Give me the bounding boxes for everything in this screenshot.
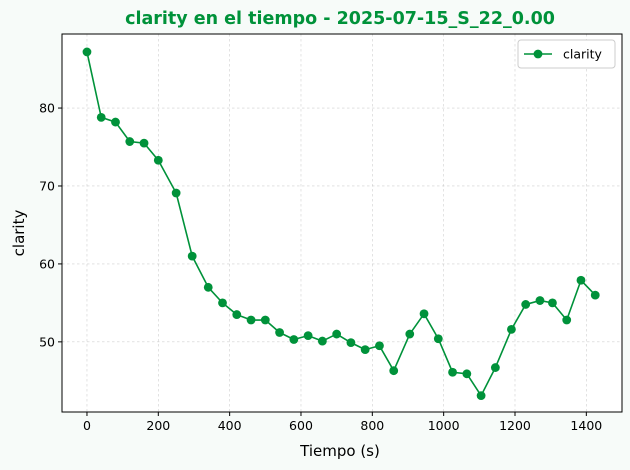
data-point [111, 117, 120, 127]
plot-area: 0 200 400 600 800 1000 1200 1400 50 60 70 80 [39, 33, 623, 433]
data-point [375, 341, 384, 351]
data-point [507, 324, 516, 334]
legend-box [517, 39, 616, 69]
data-point [405, 329, 415, 339]
legend: clarity [517, 39, 616, 69]
data-point [139, 138, 149, 148]
x-axis-title: Tiempo (s) [299, 442, 380, 460]
data-point [218, 298, 227, 308]
data-point [521, 300, 531, 309]
data-point [232, 310, 242, 319]
data-point [187, 251, 197, 261]
y-tick-label: 70 [39, 178, 55, 193]
legend-label-clarity: clarity [563, 47, 603, 62]
ticks: 0 200 400 600 800 1000 1200 1400 50 60 70 80 [39, 101, 602, 433]
plot-border [61, 33, 623, 413]
data-point [462, 369, 472, 379]
x-tick-label: 600 [289, 418, 313, 433]
data-point [171, 188, 181, 198]
series-layer [82, 47, 600, 401]
data-point [317, 336, 327, 346]
data-point [389, 366, 399, 376]
plot-frame [62, 34, 622, 412]
data-point [490, 363, 500, 372]
x-tick-label: 1000 [428, 418, 460, 433]
x-tick-label: 1400 [570, 418, 602, 433]
data-point [246, 315, 256, 325]
y-tick-label: 50 [39, 334, 55, 349]
data-point [203, 282, 213, 292]
data-point [535, 296, 545, 305]
data-point [332, 329, 342, 339]
legend-point-marker [533, 49, 543, 59]
x-tick-label: 800 [360, 418, 384, 433]
data-point [82, 47, 92, 57]
data-point [576, 275, 586, 285]
data-point [419, 309, 429, 319]
x-tick-label: 400 [218, 418, 242, 433]
data-point [448, 367, 457, 377]
x-tick-label: 200 [146, 418, 170, 433]
chart-title: clarity en el tiempo - 2025-07-15_S_22_0… [125, 9, 555, 29]
data-point [260, 315, 270, 325]
series-line-clarity [86, 51, 596, 397]
data-point [476, 391, 486, 401]
data-point [590, 290, 600, 300]
data-point [303, 331, 313, 341]
data-point [153, 155, 163, 165]
data-point [275, 328, 284, 337]
x-tick-label: 0 [83, 418, 91, 433]
data-point [96, 112, 106, 122]
data-point [125, 137, 135, 146]
data-point [433, 334, 443, 344]
x-tick-label: 1200 [499, 418, 531, 433]
data-point [548, 298, 557, 308]
data-point [346, 338, 356, 348]
grid [62, 34, 622, 412]
y-tick-label: 60 [39, 256, 55, 271]
y-tick-label: 80 [39, 101, 55, 116]
data-point [289, 335, 299, 344]
y-axis-title: clarity [10, 210, 28, 257]
data-point [360, 345, 370, 355]
data-point [562, 315, 572, 325]
